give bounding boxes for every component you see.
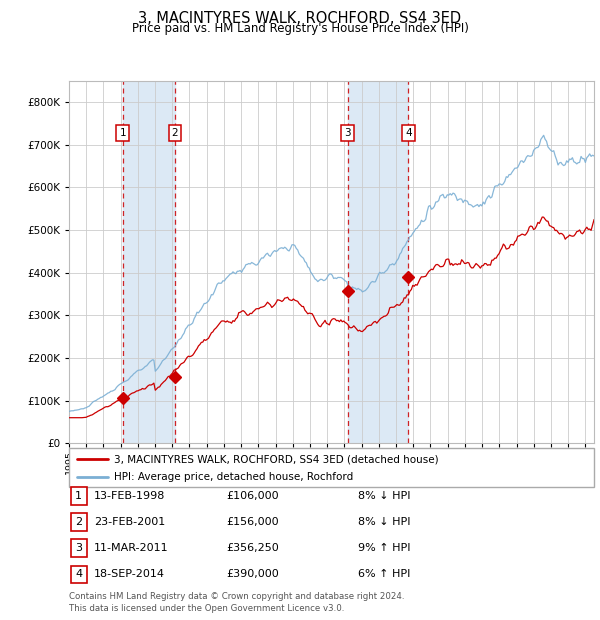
Text: 18-SEP-2014: 18-SEP-2014 bbox=[94, 569, 165, 579]
Text: £356,250: £356,250 bbox=[226, 543, 279, 553]
Text: 11-MAR-2011: 11-MAR-2011 bbox=[94, 543, 169, 553]
Text: Price paid vs. HM Land Registry's House Price Index (HPI): Price paid vs. HM Land Registry's House … bbox=[131, 22, 469, 35]
Text: HPI: Average price, detached house, Rochford: HPI: Average price, detached house, Roch… bbox=[113, 472, 353, 482]
FancyBboxPatch shape bbox=[71, 565, 86, 583]
Text: 3, MACINTYRES WALK, ROCHFORD, SS4 3ED: 3, MACINTYRES WALK, ROCHFORD, SS4 3ED bbox=[139, 11, 461, 26]
FancyBboxPatch shape bbox=[71, 487, 86, 505]
Text: £156,000: £156,000 bbox=[226, 517, 279, 527]
Text: 2: 2 bbox=[172, 128, 178, 138]
Text: 2: 2 bbox=[75, 517, 82, 527]
Text: £106,000: £106,000 bbox=[226, 491, 279, 501]
Text: 3: 3 bbox=[344, 128, 351, 138]
Bar bbox=[123, 81, 175, 443]
Text: 9% ↑ HPI: 9% ↑ HPI bbox=[358, 543, 410, 553]
FancyBboxPatch shape bbox=[71, 539, 86, 557]
Text: 3: 3 bbox=[75, 543, 82, 553]
Text: 3, MACINTYRES WALK, ROCHFORD, SS4 3ED (detached house): 3, MACINTYRES WALK, ROCHFORD, SS4 3ED (d… bbox=[113, 454, 438, 464]
Text: 4: 4 bbox=[405, 128, 412, 138]
Text: 8% ↓ HPI: 8% ↓ HPI bbox=[358, 517, 410, 527]
Text: 1: 1 bbox=[119, 128, 126, 138]
Text: 8% ↓ HPI: 8% ↓ HPI bbox=[358, 491, 410, 501]
Text: £390,000: £390,000 bbox=[226, 569, 279, 579]
Text: 6% ↑ HPI: 6% ↑ HPI bbox=[358, 569, 410, 579]
FancyBboxPatch shape bbox=[69, 448, 594, 487]
Bar bbox=[347, 81, 409, 443]
Text: Contains HM Land Registry data © Crown copyright and database right 2024.
This d: Contains HM Land Registry data © Crown c… bbox=[69, 591, 404, 613]
Text: 1: 1 bbox=[75, 491, 82, 501]
Text: 4: 4 bbox=[75, 569, 82, 579]
Text: 13-FEB-1998: 13-FEB-1998 bbox=[94, 491, 166, 501]
Text: 23-FEB-2001: 23-FEB-2001 bbox=[94, 517, 166, 527]
FancyBboxPatch shape bbox=[71, 513, 86, 531]
